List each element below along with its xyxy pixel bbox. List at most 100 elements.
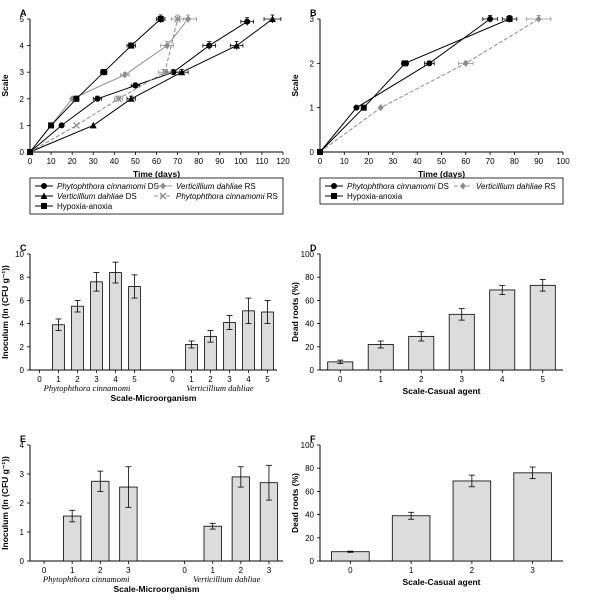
data-point [94, 95, 101, 102]
data-point [89, 121, 97, 129]
x-tick-label: 4 [113, 375, 118, 384]
x-tick-label: 2 [239, 566, 244, 575]
legend-suffix: DS [123, 192, 136, 201]
y-tick-label: 60 [305, 296, 314, 305]
x-tick-label: 20 [68, 157, 77, 166]
y-axis-label: Dead roots (%) [290, 473, 300, 533]
x-tick-label: 30 [388, 157, 397, 166]
data-point [426, 60, 433, 67]
panel-label: D [310, 243, 317, 253]
y-tick-label: 4 [20, 42, 25, 51]
legend-marker [41, 203, 47, 209]
x-tick-label: 90 [534, 157, 543, 166]
legend-label: Verticillium dahliae DS [57, 192, 137, 201]
panel-f: 0 20 40 60 80 100 0 1 2 3 Scale-Casual agent Dead r… [290, 434, 563, 587]
bar [63, 515, 82, 562]
y-tick-label: 80 [305, 464, 314, 473]
data-point [58, 122, 65, 129]
y-tick-label: 0 [20, 366, 25, 375]
bar [203, 525, 222, 562]
data-point [27, 149, 33, 155]
data-point [506, 16, 513, 22]
data-point [462, 59, 469, 67]
legend-box [319, 177, 564, 205]
data-point [206, 42, 213, 49]
group-label: Verticillium dahliae [193, 574, 261, 584]
panel-d: 0 20 40 60 80 100 0 1 2 3 4 5 Scale-Casual agent Dead… [290, 243, 563, 396]
bar [408, 335, 435, 371]
x-tick-label: 80 [510, 157, 519, 166]
x-tick-label: 5 [265, 375, 270, 384]
legend-name: Phytophthora cinnamomi [57, 182, 146, 191]
x-tick-label: 5 [541, 375, 546, 384]
y-tick-label: 100 [301, 250, 315, 259]
panel-label: F [310, 434, 316, 444]
y-tick-label: 0 [310, 557, 315, 566]
legend: Phytophthora cinnamomi DS Verticillium da… [29, 177, 284, 215]
bar [231, 476, 250, 562]
bar [529, 284, 556, 371]
legend-label: Phytophthora cinnamomi DS [347, 182, 449, 191]
series-line [319, 18, 491, 153]
legend-item: Verticillium dahliae RS [454, 182, 556, 191]
legend-label: Phytophthora cinnamomi DS [57, 182, 159, 191]
y-tick-label: 1 [20, 528, 25, 537]
data-point [72, 121, 80, 129]
x-tick-label: 1 [409, 566, 414, 575]
series-line [319, 18, 539, 153]
legend-marker [331, 193, 337, 199]
legend-label: Verticillium dahliae RS [476, 182, 556, 191]
y-tick-label: 60 [305, 487, 314, 496]
y-tick-label: 1 [310, 104, 315, 113]
x-axis-label: Scale-Microorganism [111, 393, 197, 403]
legend-marker [460, 182, 466, 190]
y-tick-label: 2 [20, 95, 25, 104]
bar [71, 305, 84, 371]
legend-suffix: DS [146, 182, 159, 191]
data-point [185, 15, 192, 23]
legend-item: Phytophthora cinnamomi RS [154, 192, 278, 201]
y-tick-label: 4 [20, 320, 25, 329]
x-tick-label: 40 [413, 157, 422, 166]
x-tick-label: 0 [37, 375, 42, 384]
data-point [73, 95, 80, 102]
x-axis-label: Scale-Casual agent [403, 577, 481, 587]
data-point [132, 82, 139, 89]
panel-b: 0 10 20 30 40 50 60 70 80 90 100 0 1 2 3 Time (days) Sca… [290, 8, 570, 205]
x-tick-label: 20 [364, 157, 373, 166]
y-tick-label: 5 [20, 15, 25, 24]
data-point [121, 71, 128, 79]
x-tick-label: 50 [131, 157, 140, 166]
data-point [535, 15, 542, 23]
y-tick-label: 0 [20, 148, 25, 157]
series-4 [27, 14, 166, 155]
data-point [244, 18, 251, 25]
series-2 [317, 15, 518, 155]
x-tick-label: 1 [189, 375, 194, 384]
x-tick-label: 3 [460, 375, 465, 384]
x-tick-label: 2 [470, 566, 475, 575]
legend-label: Phytophthora cinnamomi RS [176, 192, 278, 201]
x-tick-label: 50 [437, 157, 446, 166]
bar [331, 551, 370, 562]
y-tick-label: 3 [310, 15, 315, 24]
data-point [178, 68, 186, 76]
bar [452, 480, 492, 562]
bar [391, 515, 431, 562]
x-tick-label: 2 [419, 375, 424, 384]
x-axis-label: Time (days) [418, 169, 465, 179]
data-point [268, 15, 276, 22]
x-tick-label: 100 [234, 157, 248, 166]
panel-a: 0 10 20 30 40 50 60 70 80 90 100 110 120 0 1 2 3 4 5 Time (… [0, 8, 290, 215]
legend-marker [160, 182, 166, 190]
x-tick-label: 70 [486, 157, 495, 166]
y-tick-label: 0 [20, 557, 25, 566]
x-tick-label: 30 [89, 157, 98, 166]
y-tick-label: 2 [310, 59, 315, 68]
legend-label: Verticillium dahliae RS [176, 182, 256, 191]
x-tick-label: 3 [267, 566, 272, 575]
x-tick-label: 60 [152, 157, 161, 166]
legend-name: Phytophthora cinnamomi [347, 182, 436, 191]
data-point [48, 122, 55, 129]
